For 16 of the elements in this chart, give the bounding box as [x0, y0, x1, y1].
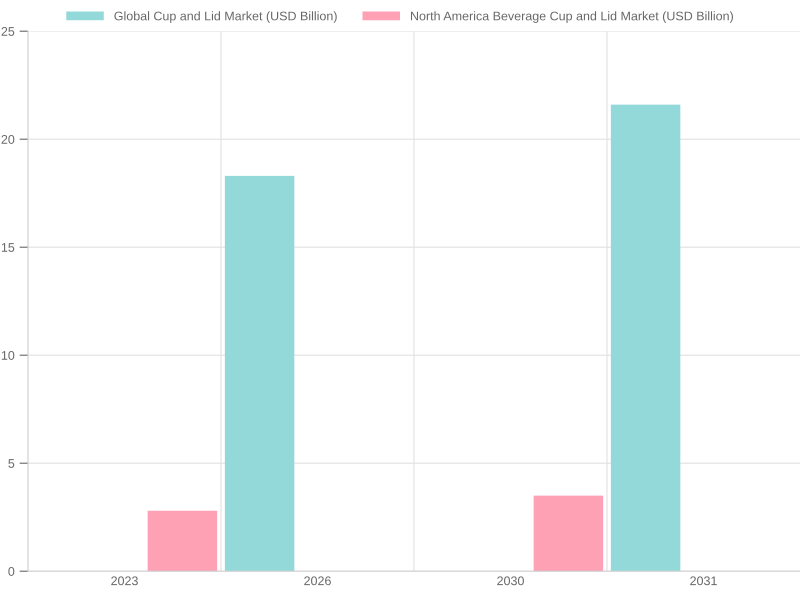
bar: [610, 104, 680, 572]
y-tick-label: 20: [2, 135, 14, 144]
y-tick-label: 10: [2, 351, 14, 360]
bar: [148, 510, 218, 572]
bar: [534, 496, 604, 572]
x-tick-label: 2030: [497, 576, 524, 586]
legend-label: North America Beverage Cup and Lid Market (USD Billion): [411, 11, 733, 23]
y-tick-label: 15: [2, 243, 14, 252]
y-tick-label: 25: [2, 27, 14, 36]
y-tick-label: 0: [8, 567, 14, 576]
x-tick-label: 2023: [111, 576, 138, 586]
bar: [224, 176, 294, 572]
legend-label: Global Cup and Lid Market (USD Billion): [114, 11, 337, 23]
x-tick-label: 2026: [304, 576, 331, 586]
x-tick-label: 2031: [690, 576, 717, 586]
y-tick-label: 5: [8, 459, 14, 468]
